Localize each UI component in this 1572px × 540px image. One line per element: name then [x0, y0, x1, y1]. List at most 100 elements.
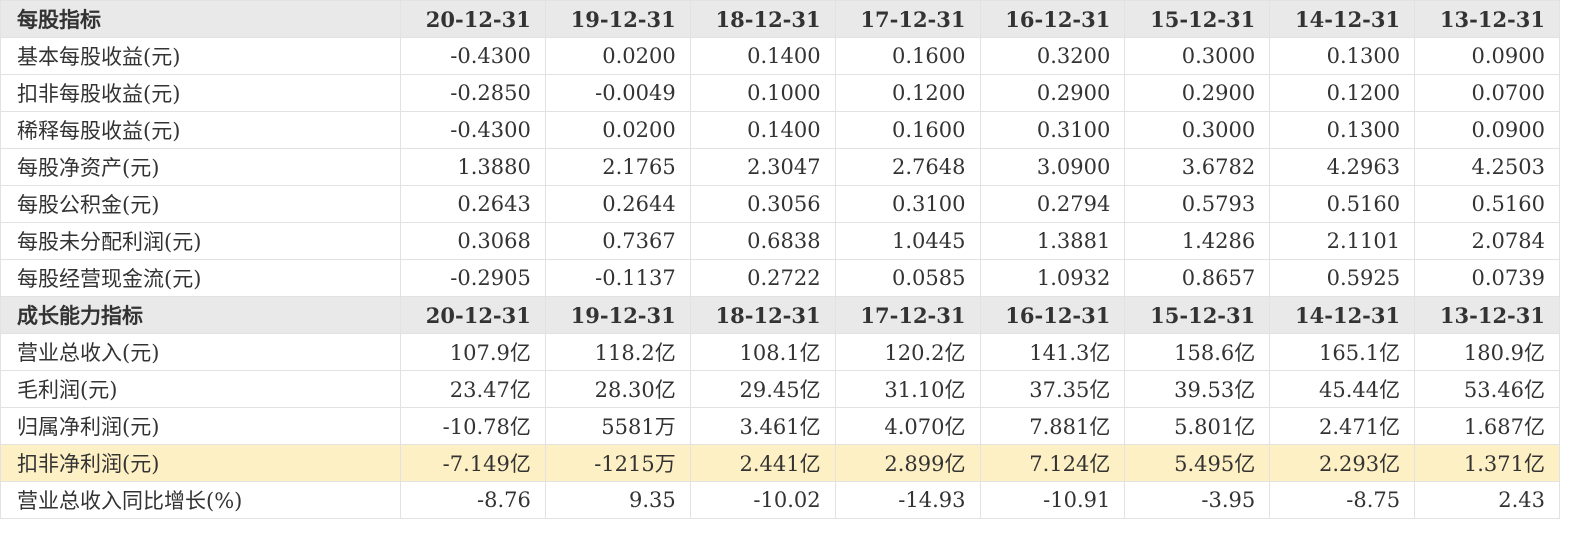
value-cell: 0.3068 [400, 222, 546, 260]
value-cell: 0.5793 [1124, 185, 1271, 223]
row-label: 归属净利润(元) [0, 407, 401, 445]
value-cell: 2.471亿 [1269, 407, 1416, 445]
value-cell: 0.6838 [689, 222, 836, 260]
value-cell: -10.91 [979, 481, 1126, 519]
value-cell: 0.2900 [1124, 74, 1271, 112]
value-cell: 107.9亿 [400, 333, 546, 371]
period-header: 15-12-31 [1124, 0, 1271, 38]
row-label: 扣非净利润(元) [0, 444, 401, 482]
data-row: 归属净利润(元) -10.78亿 5581万 3.461亿 4.070亿 7.881亿 5.… [0, 407, 1560, 445]
value-cell: 0.0200 [544, 111, 691, 149]
value-cell: 3.0900 [979, 148, 1126, 186]
value-cell: -0.4300 [400, 111, 546, 149]
value-cell: 2.1765 [544, 148, 691, 186]
row-label: 每股公积金(元) [0, 185, 401, 223]
value-cell: 0.2900 [979, 74, 1126, 112]
value-cell: 0.3000 [1124, 37, 1271, 75]
value-cell: 1.687亿 [1414, 407, 1560, 445]
value-cell: 0.3100 [834, 185, 981, 223]
value-cell: 0.0900 [1414, 37, 1560, 75]
value-cell: 31.10亿 [834, 370, 981, 408]
value-cell: 1.3881 [979, 222, 1126, 260]
value-cell: -7.149亿 [400, 444, 546, 482]
value-cell: 3.461亿 [689, 407, 836, 445]
table-body: 每股指标 20-12-31 19-12-31 18-12-31 17-12-31 16-1… [0, 0, 1560, 519]
value-cell: 4.070亿 [834, 407, 981, 445]
value-cell: 23.47亿 [400, 370, 546, 408]
value-cell: -8.75 [1269, 481, 1416, 519]
period-header: 19-12-31 [544, 296, 691, 334]
data-row: 基本每股收益(元) -0.4300 0.0200 0.1400 0.1600 0.3200… [0, 37, 1560, 75]
value-cell: 120.2亿 [834, 333, 981, 371]
value-cell: 0.0200 [544, 37, 691, 75]
value-cell: 37.35亿 [979, 370, 1126, 408]
value-cell: 0.1400 [689, 111, 836, 149]
value-cell: 2.899亿 [834, 444, 981, 482]
value-cell: 0.1300 [1269, 37, 1416, 75]
data-row: 每股净资产(元) 1.3880 2.1765 2.3047 2.7648 3.0900 3.… [0, 148, 1560, 186]
value-cell: 4.2503 [1414, 148, 1560, 186]
period-header: 16-12-31 [979, 0, 1126, 38]
row-label: 扣非每股收益(元) [0, 74, 401, 112]
section-title: 每股指标 [0, 0, 401, 38]
data-row: 每股经营现金流(元) -0.2905 -0.1137 0.2722 0.0585 1.09… [0, 259, 1560, 297]
value-cell: 7.881亿 [979, 407, 1126, 445]
value-cell: 53.46亿 [1414, 370, 1560, 408]
value-cell: 0.1200 [834, 74, 981, 112]
value-cell: 141.3亿 [979, 333, 1126, 371]
value-cell: -8.76 [400, 481, 546, 519]
value-cell: 0.3000 [1124, 111, 1271, 149]
value-cell: -10.02 [689, 481, 836, 519]
value-cell: 2.43 [1414, 481, 1560, 519]
value-cell: 1.0445 [834, 222, 981, 260]
period-header: 14-12-31 [1269, 0, 1416, 38]
data-row: 营业总收入同比增长(%) -8.76 9.35 -10.02 -14.93 -10.91-… [0, 481, 1560, 519]
value-cell: 0.1600 [834, 111, 981, 149]
value-cell: 0.3100 [979, 111, 1126, 149]
value-cell: 1.371亿 [1414, 444, 1560, 482]
value-cell: 0.1200 [1269, 74, 1416, 112]
value-cell: -0.2850 [400, 74, 546, 112]
row-label: 营业总收入同比增长(%) [0, 481, 401, 519]
value-cell: 0.0739 [1414, 259, 1560, 297]
row-label: 营业总收入(元) [0, 333, 401, 371]
value-cell: 2.441亿 [689, 444, 836, 482]
value-cell: 4.2963 [1269, 148, 1416, 186]
value-cell: 45.44亿 [1269, 370, 1416, 408]
value-cell: 5.801亿 [1124, 407, 1271, 445]
data-row: 稀释每股收益(元) -0.4300 0.0200 0.1400 0.1600 0.3100… [0, 111, 1560, 149]
row-label: 毛利润(元) [0, 370, 401, 408]
value-cell: 1.4286 [1124, 222, 1271, 260]
row-label: 每股未分配利润(元) [0, 222, 401, 260]
value-cell: 39.53亿 [1124, 370, 1271, 408]
value-cell: 0.3056 [689, 185, 836, 223]
value-cell: 0.1000 [689, 74, 836, 112]
data-row: 扣非每股收益(元) -0.2850 -0.0049 0.1000 0.1200 0.290… [0, 74, 1560, 112]
section-header-row: 成长能力指标 20-12-31 19-12-31 18-12-31 17-12-31 16… [0, 296, 1560, 334]
value-cell: 3.6782 [1124, 148, 1271, 186]
value-cell: 0.8657 [1124, 259, 1271, 297]
period-header: 20-12-31 [400, 296, 546, 334]
value-cell: 0.1400 [689, 37, 836, 75]
value-cell: 0.0585 [834, 259, 981, 297]
section-header-row: 每股指标 20-12-31 19-12-31 18-12-31 17-12-31 16-1… [0, 0, 1560, 38]
value-cell: 2.1101 [1269, 222, 1416, 260]
value-cell: -0.0049 [544, 74, 691, 112]
value-cell: 9.35 [544, 481, 691, 519]
value-cell: 2.293亿 [1269, 444, 1416, 482]
period-header: 15-12-31 [1124, 296, 1271, 334]
period-header: 19-12-31 [544, 0, 691, 38]
value-cell: -3.95 [1124, 481, 1271, 519]
period-header: 18-12-31 [689, 296, 836, 334]
value-cell: 0.1600 [834, 37, 981, 75]
period-header: 17-12-31 [834, 296, 981, 334]
value-cell: 1.3880 [400, 148, 546, 186]
period-header: 14-12-31 [1269, 296, 1416, 334]
value-cell: -1215万 [544, 444, 691, 482]
data-row: 营业总收入(元) 107.9亿 118.2亿 108.1亿 120.2亿 141.3亿 15… [0, 333, 1560, 371]
period-header: 16-12-31 [979, 296, 1126, 334]
value-cell: 29.45亿 [689, 370, 836, 408]
period-header: 13-12-31 [1414, 296, 1560, 334]
value-cell: 0.5160 [1414, 185, 1560, 223]
